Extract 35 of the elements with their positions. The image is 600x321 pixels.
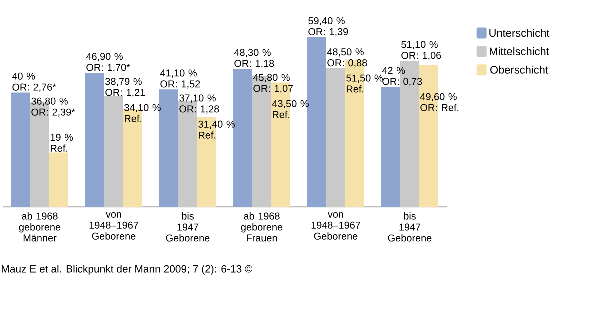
legend-label: Mittelschicht [490,47,550,56]
data-label: 19 % Ref. [50,134,74,152]
data-label: 48,30 % OR: 1,18 [234,49,274,68]
data-label: 48,50 % OR: 0,88 [327,48,368,68]
data-label: 41,10 % OR: 1,52 [160,70,200,89]
legend-label: Oberschicht [490,66,548,74]
text: Mauz E et al. Blickpunkt der Mann 2009; 7 (2): 6-13 © [2,265,253,275]
data-label: 42 % OR: 0,73 [382,67,422,86]
x-tick-label: ab 1968 geborene Männer [19,212,61,242]
data-label: 49,60 % OR: Ref. [420,93,459,112]
x-tick-label: von 1948–1967 Geborene [90,212,138,240]
data-label: 34,10 % Ref. [124,104,161,122]
data-label: 37,10 % OR: 1,28 [180,94,220,114]
bar [308,37,326,207]
bar [160,90,178,207]
bar [12,92,30,207]
bar [50,152,68,207]
x-tick-label: bis 1947 Geborene [166,212,210,242]
data-label: 45,80 % OR: 1,07 [253,74,294,94]
data-label: 46,90 % OR: 1,70* [86,53,130,72]
data-label: 40 % OR: 2,76* [12,72,56,92]
data-label: 51,10 % OR: 1,06 [402,41,442,60]
data-label: 43,50 % Ref. [272,100,309,118]
data-label: 38,79 % OR: 1,21 [106,78,146,98]
legend-label: Unterschicht [490,29,550,38]
bar [382,87,400,207]
x-tick-label: ab 1968 geborene Frauen [241,212,283,242]
data-label: 36,80 % OR: 2,39* [32,98,76,118]
x-tick-label: bis 1947 Geborene [388,212,432,242]
x-tick-label: von 1948–1967 Geborene [312,212,360,240]
data-label: 59,40 % OR: 1,39 [308,17,348,37]
bar [86,73,104,207]
data-label: 31,40 % Ref. [198,120,235,139]
data-label: 51,50 % Ref. [346,74,383,93]
bar [234,69,252,207]
